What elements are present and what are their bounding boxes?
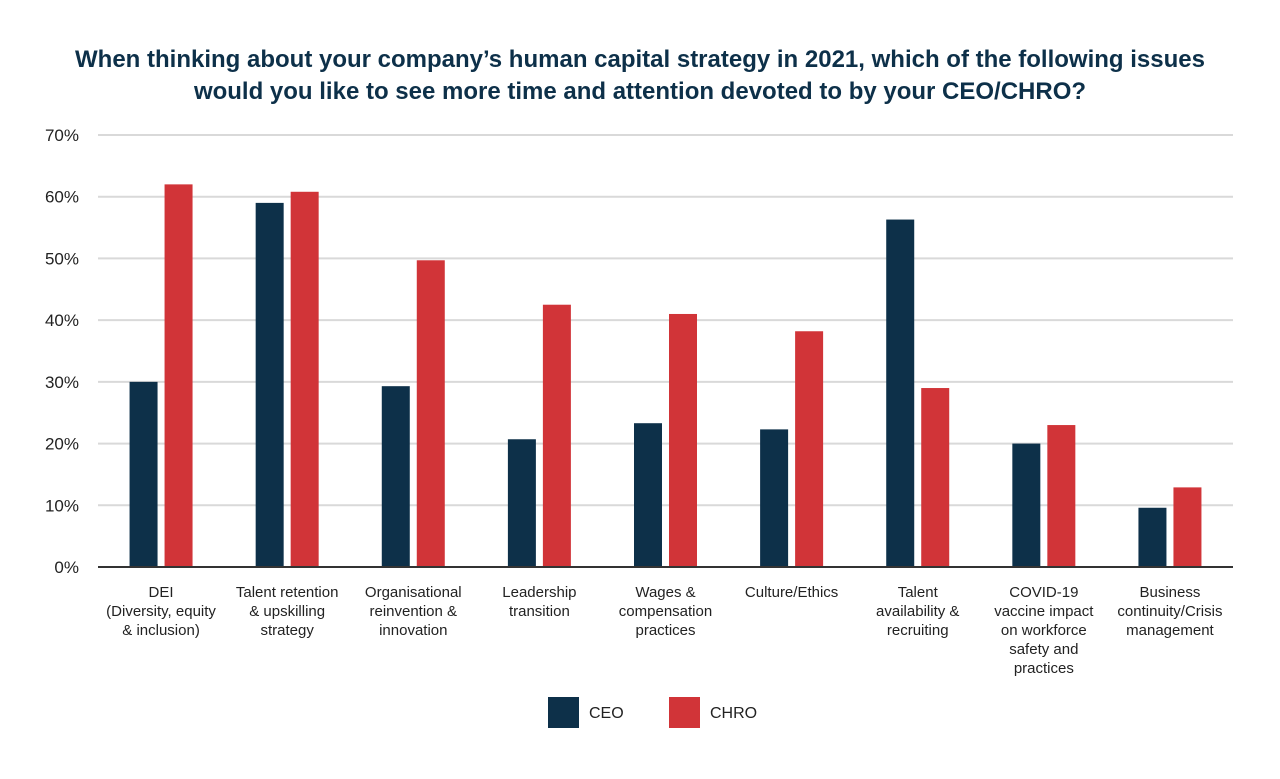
y-tick-label: 60% — [45, 188, 79, 207]
chart-title-line-1: When thinking about your company’s human… — [75, 46, 1205, 73]
bar-chro — [290, 191, 319, 567]
x-category-label: Culture/Ethics — [745, 584, 838, 601]
bar-ceo — [634, 423, 662, 567]
bar-chro — [164, 184, 193, 567]
y-tick-label: 40% — [45, 311, 79, 330]
bar-ceo — [1138, 507, 1167, 567]
x-category-label: Leadership transition — [502, 584, 576, 620]
bar-chro — [542, 304, 571, 567]
legend: CEO CHRO — [548, 697, 757, 728]
y-tick-label: 30% — [45, 373, 79, 392]
bar-ceo — [255, 202, 284, 567]
y-tick-label: 20% — [45, 435, 79, 454]
x-category-label: Talent availability & recruiting — [876, 584, 959, 639]
y-tick-label: 0% — [54, 558, 79, 577]
bar-ceo — [507, 439, 536, 567]
bar-chro — [921, 388, 950, 567]
x-category-label: Wages & compensation practices — [619, 584, 712, 639]
y-tick-label: 70% — [45, 126, 79, 145]
bar-ceo — [1012, 443, 1041, 567]
gridlines — [98, 134, 1233, 507]
bar-ceo — [381, 386, 410, 567]
bar-ceo — [886, 219, 915, 567]
bar-chro — [1047, 425, 1076, 567]
bar-chro — [795, 331, 824, 567]
bar-chro — [669, 313, 697, 567]
x-category-label: DEI (Diversity, equity & inclusion) — [106, 584, 216, 639]
x-category-label: Talent retention & upskilling strategy — [236, 584, 339, 639]
x-category-label: Organisational reinvention & innovation — [365, 584, 462, 639]
y-tick-label: 50% — [45, 249, 79, 268]
legend-swatch-ceo — [548, 697, 579, 728]
y-axis-ticks: 0% 10% 20% 30% 40% 50% 60% 70% — [45, 126, 79, 577]
y-tick-label: 10% — [45, 496, 79, 515]
chart-title: When thinking about your company’s human… — [0, 44, 1280, 108]
bar-chro — [416, 260, 445, 567]
bar-ceo — [760, 429, 789, 567]
x-axis-categories: DEI (Diversity, equity & inclusion) Talent … — [106, 584, 1222, 677]
x-category-label: COVID-19 vaccine impact on workforce safety… — [994, 584, 1094, 677]
bars — [129, 184, 1202, 567]
bar-chro — [1173, 487, 1202, 567]
legend-label-chro: CHRO — [710, 705, 757, 722]
x-category-label: Business continuity/Crisis management — [1117, 584, 1222, 639]
legend-swatch-chro — [669, 697, 700, 728]
legend-label-ceo: CEO — [589, 705, 624, 722]
bar-ceo — [129, 381, 158, 567]
chart-title-line-2: would you like to see more time and atte… — [193, 78, 1087, 105]
